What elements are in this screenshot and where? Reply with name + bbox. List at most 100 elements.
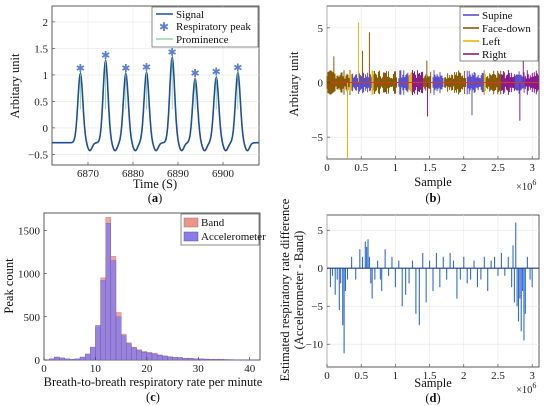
respiratory-peak-marker: ✱: [190, 68, 199, 80]
panel-d-x-exponent: ×106: [516, 381, 536, 396]
panel-c-xlabel: Breath-to-breath respiratory rate per mi…: [44, 375, 263, 389]
x-tick-label: 0.5: [354, 162, 368, 174]
panel-d-caption-label: d: [430, 391, 437, 405]
accelerometer-bar: [84, 353, 91, 361]
accelerometer-bar: [48, 358, 55, 361]
y-tick-label: 500: [24, 312, 41, 324]
x-tick-label: 0.5: [354, 370, 368, 382]
panel-b-x-exponent: ×106: [516, 178, 536, 193]
x-tick-label: 20: [141, 363, 153, 375]
legend-left-label: Left: [482, 36, 500, 48]
x-tick-label: 2: [461, 370, 467, 382]
y-tick-label: 0.5: [34, 96, 48, 108]
accelerometer-bar: [131, 347, 137, 361]
panel-d-ylabel: Estimated respiratory rate difference: [278, 198, 292, 381]
accelerometer-bar: [213, 359, 220, 361]
x-tick-label: 40: [244, 363, 256, 375]
panel-a-ticks: 6870 6880 6890 6900 −0.5 0 0.5 1 1.5 2: [28, 17, 234, 180]
accelerometer-bar: [156, 355, 163, 361]
panel-c-caption-label: c: [150, 390, 156, 404]
accelerometer-bar: [177, 357, 184, 361]
x-tick-label: 2: [461, 162, 467, 174]
accelerometer-bar: [115, 316, 122, 361]
legend-peak-label: Respiratory peak: [176, 21, 251, 33]
accelerometer-bar: [110, 260, 117, 361]
x-tick-label: 0: [324, 370, 330, 382]
respiratory-peak-marker: ✱: [233, 62, 242, 74]
accelerometer-bar: [136, 350, 142, 361]
accelerometer-bar: [162, 355, 168, 361]
y-tick-label: −10: [306, 339, 324, 351]
x-tick-label: 6880: [122, 168, 145, 180]
legend-band-swatch: [183, 217, 199, 228]
x-tick-label: 2.5: [491, 162, 505, 174]
accelerometer-bar: [192, 358, 199, 361]
panel-c-ticks: 0 10 20 30 40 0 500 1000 1500: [18, 225, 256, 375]
accelerometer-bar: [100, 280, 106, 361]
panel-a-legend[interactable]: Signal ✱ Respiratory peak Prominence: [151, 6, 259, 48]
x-tick-label: 3: [529, 370, 535, 382]
respiratory-peak-marker: ✱: [101, 50, 110, 62]
panel-b-xlabel: Sample: [414, 175, 452, 189]
x-tick-label: 1: [393, 370, 399, 382]
respiratory-peak-marker: ✱: [76, 63, 85, 75]
panel-b-plot-area: [326, 22, 539, 158]
panel-c-plot-area: [48, 217, 256, 361]
panel-d-x-exponent-base: ×10: [516, 385, 532, 396]
legend-accelerometer-swatch: [183, 231, 199, 242]
y-tick-label: −5: [311, 301, 323, 313]
y-tick-label: 0: [35, 355, 41, 367]
x-tick-label: 1: [393, 162, 399, 174]
panel-b-ticks: 0 0.5 1 1.5 2 2.5 3 −5 0 5: [311, 23, 535, 174]
accelerometer-bar: [141, 352, 148, 361]
accelerometer-bar: [187, 358, 194, 361]
accelerometer-bar: [69, 358, 76, 361]
x-tick-label: 6890: [167, 168, 190, 180]
accelerometer-bar: [172, 357, 178, 361]
panel-d-caption: (d): [425, 391, 440, 405]
y-tick-label: 1500: [18, 225, 41, 237]
panel-c-legend[interactable]: Band Accelerometer: [180, 213, 266, 246]
x-tick-label: 1.5: [423, 370, 437, 382]
accelerometer-bar: [126, 343, 132, 361]
panel-a-caption: (a): [148, 191, 163, 205]
panel-c-caption: (c): [146, 390, 160, 404]
panel-a-plot-area: ✱ ✱ ✱ ✱ ✱ ✱ ✱ ✱: [52, 47, 259, 152]
accelerometer-bar: [59, 357, 65, 361]
x-tick-label: 10: [90, 363, 102, 375]
panel-c-ylabel: Peak count: [2, 258, 16, 314]
accelerometer-bar: [90, 346, 96, 361]
y-tick-label: 0: [43, 123, 49, 135]
x-tick-label: 6870: [77, 168, 100, 180]
y-tick-label: 1.5: [34, 43, 48, 55]
accelerometer-bar: [218, 359, 225, 361]
panel-d-xlabel: Sample: [414, 376, 452, 390]
panel-a-caption-label: a: [152, 191, 159, 205]
accelerometer-bar: [167, 356, 173, 361]
accelerometer-bar: [151, 353, 158, 361]
y-tick-label: 5: [318, 23, 324, 35]
accelerometer-bar: [203, 358, 209, 361]
panel-b-ylabel: Arbitary unit: [287, 51, 301, 116]
y-tick-label: 2: [43, 17, 49, 29]
accelerometer-bar: [105, 223, 112, 361]
legend-prominence-label: Prominence: [176, 34, 229, 46]
panel-d-rate-difference: 0 0.5 1 1.5 2 2.5 3 −10 −5 0 5 Sample ×106 Estimat…: [278, 198, 540, 405]
legend-peak-marker: ✱: [159, 20, 169, 34]
y-tick-label: 1: [43, 70, 49, 82]
respiratory-peak-marker: ✱: [121, 63, 130, 75]
respiratory-peak-marker: ✱: [142, 62, 151, 74]
y-tick-label: 0: [318, 78, 324, 90]
legend-band-label: Band: [201, 217, 225, 229]
x-tick-label: 3: [529, 162, 535, 174]
accelerometer-bar: [64, 358, 70, 361]
accelerometer-bar: [79, 356, 86, 361]
legend-right-label: Right: [482, 49, 506, 61]
panel-b-legend[interactable]: Supine Face-down Left Right: [459, 6, 539, 62]
accelerometer-bar: [208, 359, 214, 361]
x-tick-label: 30: [193, 363, 205, 375]
signal-line: [52, 55, 259, 152]
panel-b-x-exponent-base: ×10: [516, 182, 532, 193]
legend-signal-label: Signal: [176, 9, 204, 21]
